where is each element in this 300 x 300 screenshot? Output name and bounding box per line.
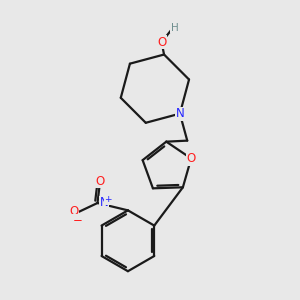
Text: O: O [187, 152, 196, 165]
Text: +: + [104, 195, 112, 204]
Text: −: − [73, 214, 83, 227]
Text: N: N [100, 196, 108, 209]
Text: O: O [69, 205, 79, 218]
Text: H: H [171, 22, 179, 32]
Text: O: O [95, 175, 105, 188]
Text: O: O [157, 36, 166, 49]
Text: N: N [176, 107, 184, 120]
